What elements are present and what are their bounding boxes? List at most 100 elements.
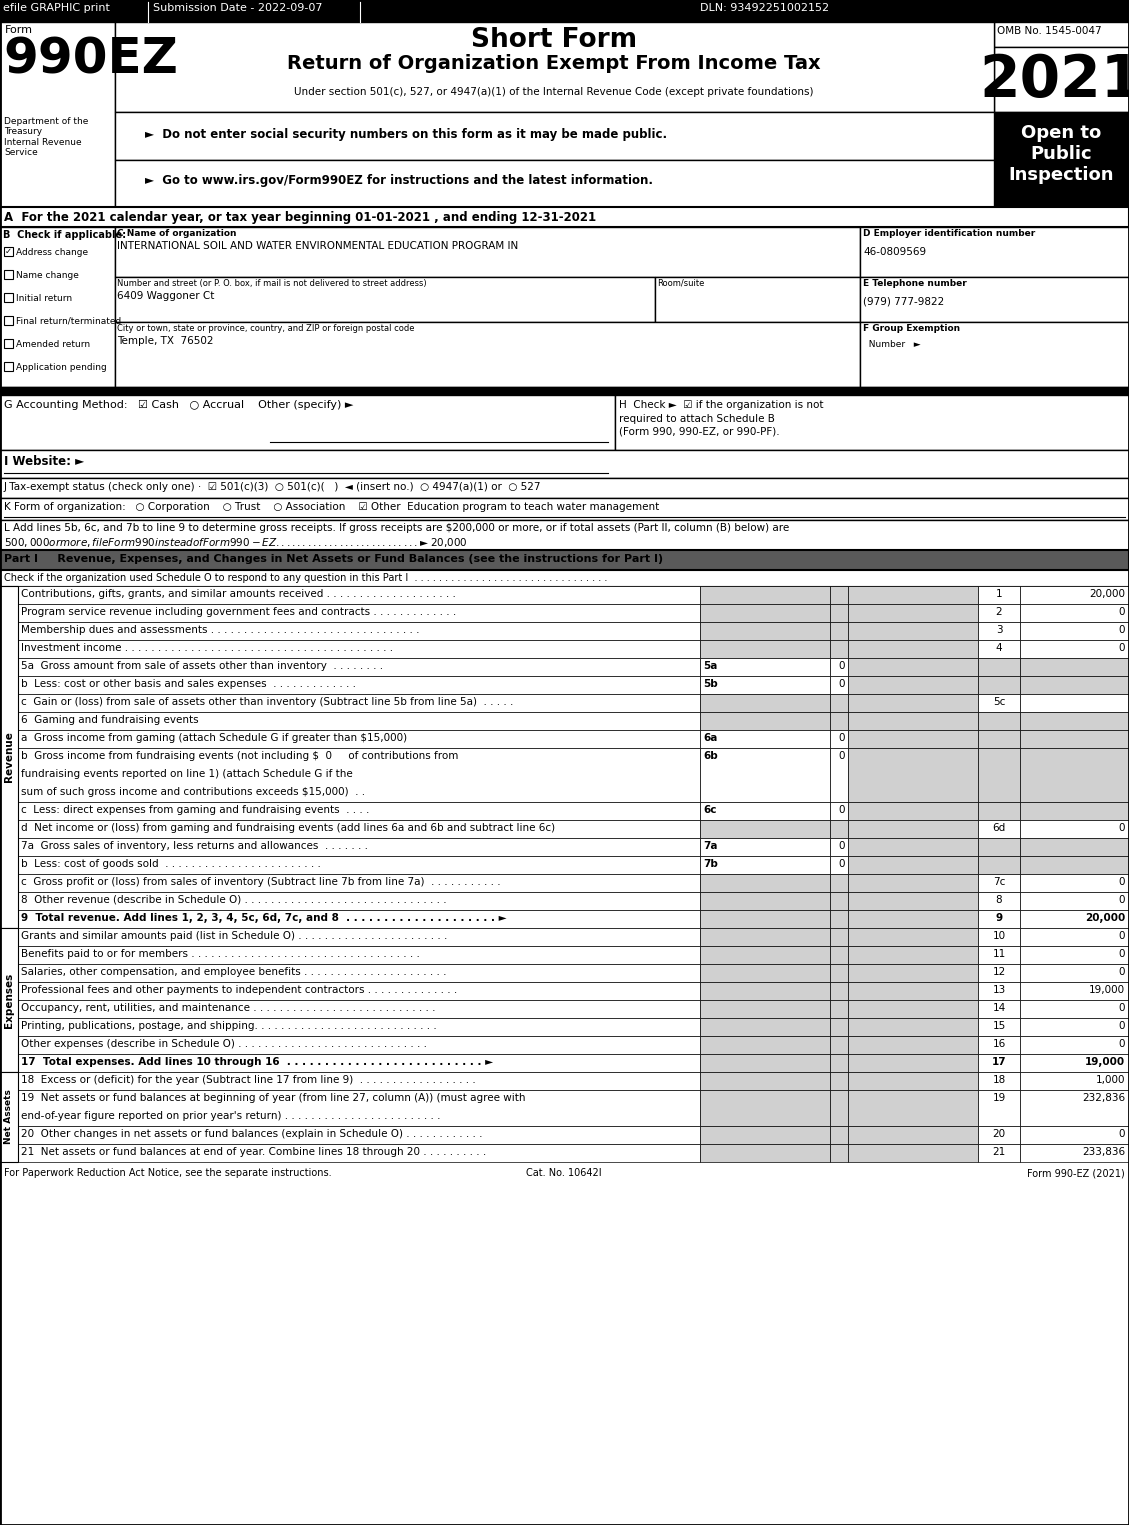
Text: Revenue: Revenue (5, 732, 14, 782)
Text: 0: 0 (1119, 1039, 1124, 1049)
Bar (1019, 640, 1129, 657)
Bar (848, 982, 978, 1000)
Bar (115, 111, 994, 160)
Text: Submission Date - 2022-09-07: Submission Date - 2022-09-07 (154, 3, 323, 14)
Text: 6409 Waggoner Ct: 6409 Waggoner Ct (117, 291, 215, 300)
Bar (1019, 1090, 1129, 1125)
Text: Printing, publications, postage, and shipping. . . . . . . . . . . . . . . . . .: Printing, publications, postage, and shi… (21, 1022, 437, 1031)
Text: 2: 2 (996, 607, 1003, 618)
Text: C Name of organization: C Name of organization (117, 229, 236, 238)
Text: 1: 1 (996, 589, 1003, 599)
Bar (830, 1035, 848, 1054)
Bar (18, 1125, 700, 1144)
Text: 232,836: 232,836 (1082, 1093, 1124, 1103)
Bar (1019, 929, 1129, 946)
Bar (18, 929, 700, 946)
Text: 0: 0 (1119, 607, 1124, 618)
Bar (1019, 1054, 1129, 1072)
Text: 19  Net assets or fund balances at beginning of year (from line 27, column (A)) : 19 Net assets or fund balances at beginn… (21, 1093, 525, 1103)
Text: Benefits paid to or for members . . . . . . . . . . . . . . . . . . . . . . . . : Benefits paid to or for members . . . . … (21, 949, 420, 959)
Text: ►  Go to www.irs.gov/Form990EZ for instructions and the latest information.: ► Go to www.irs.gov/Form990EZ for instru… (145, 174, 653, 188)
Text: Expenses: Expenses (5, 973, 14, 1028)
Bar (830, 657, 848, 676)
Bar (978, 657, 1019, 676)
Text: required to attach Schedule B: required to attach Schedule B (619, 413, 774, 424)
Bar (848, 964, 978, 982)
Bar (978, 1144, 1019, 1162)
Bar (700, 1000, 830, 1019)
Text: Form 990-EZ (2021): Form 990-EZ (2021) (1027, 1168, 1124, 1177)
Text: b  Less: cost of goods sold  . . . . . . . . . . . . . . . . . . . . . . . .: b Less: cost of goods sold . . . . . . .… (21, 859, 321, 869)
Bar (700, 1125, 830, 1144)
Text: A  For the 2021 calendar year, or tax year beginning 01-01-2021 , and ending 12-: A For the 2021 calendar year, or tax yea… (5, 210, 596, 224)
Bar (18, 820, 700, 839)
Text: 15: 15 (992, 1022, 1006, 1031)
Bar (1019, 892, 1129, 910)
Text: 46-0809569: 46-0809569 (863, 247, 926, 258)
Bar (0, 395, 615, 450)
Text: Amended return: Amended return (16, 340, 90, 349)
Bar (978, 929, 1019, 946)
Bar (978, 964, 1019, 982)
Text: 18: 18 (992, 1075, 1006, 1084)
Text: 0: 0 (1119, 824, 1124, 833)
Bar (830, 1054, 848, 1072)
Bar (5, 293, 14, 302)
Text: 0: 0 (1119, 949, 1124, 959)
Text: c  Gain or (loss) from sale of assets other than inventory (Subtract line 5b fro: c Gain or (loss) from sale of assets oth… (21, 697, 514, 708)
Bar (830, 730, 848, 747)
Text: 8: 8 (996, 895, 1003, 904)
Bar (700, 982, 830, 1000)
Text: 6  Gaming and fundraising events: 6 Gaming and fundraising events (21, 715, 199, 724)
Bar (1019, 604, 1129, 622)
Bar (18, 657, 700, 676)
Text: 0: 0 (1119, 644, 1124, 653)
Text: Professional fees and other payments to independent contractors . . . . . . . . : Professional fees and other payments to … (21, 985, 457, 994)
Bar (978, 712, 1019, 730)
Bar (0, 520, 1129, 551)
Text: L Add lines 5b, 6c, and 7b to line 9 to determine gross receipts. If gross recei: L Add lines 5b, 6c, and 7b to line 9 to … (5, 523, 789, 534)
Bar (978, 640, 1019, 657)
Text: Membership dues and assessments . . . . . . . . . . . . . . . . . . . . . . . . : Membership dues and assessments . . . . … (21, 625, 420, 634)
Text: 19: 19 (992, 1093, 1006, 1103)
Text: ►  Do not enter social security numbers on this form as it may be made public.: ► Do not enter social security numbers o… (145, 128, 667, 140)
Bar (848, 839, 978, 856)
Bar (1019, 1144, 1129, 1162)
Bar (848, 820, 978, 839)
Bar (0, 21, 115, 207)
Text: 19,000: 19,000 (1085, 1057, 1124, 1067)
Bar (848, 622, 978, 640)
Text: 0: 0 (1119, 1003, 1124, 1013)
Text: B  Check if applicable:: B Check if applicable: (3, 230, 126, 239)
Bar (700, 892, 830, 910)
Bar (830, 1090, 848, 1125)
Bar (700, 964, 830, 982)
Bar (18, 982, 700, 1000)
Bar (848, 1144, 978, 1162)
Bar (830, 856, 848, 874)
Text: DLN: 93492251002152: DLN: 93492251002152 (700, 3, 829, 14)
Bar (848, 712, 978, 730)
Bar (848, 1000, 978, 1019)
Bar (860, 278, 1129, 322)
Bar (700, 657, 830, 676)
Text: 0: 0 (1119, 930, 1124, 941)
Text: 233,836: 233,836 (1082, 1147, 1124, 1157)
Bar (978, 730, 1019, 747)
Text: $500,000 or more, file Form 990 instead of Form 990-EZ . . . . . . . . . . . . .: $500,000 or more, file Form 990 instead … (5, 535, 467, 549)
Bar (848, 604, 978, 622)
Text: 17: 17 (991, 1057, 1006, 1067)
Bar (1019, 856, 1129, 874)
Text: 0: 0 (839, 679, 844, 689)
Bar (5, 247, 14, 256)
Bar (848, 657, 978, 676)
Bar (848, 694, 978, 712)
Bar (830, 712, 848, 730)
Bar (1019, 1035, 1129, 1054)
Text: Room/suite: Room/suite (657, 279, 704, 288)
Bar (848, 1125, 978, 1144)
Bar (978, 1090, 1019, 1125)
Bar (700, 586, 830, 604)
Bar (115, 21, 994, 111)
Bar (700, 802, 830, 820)
